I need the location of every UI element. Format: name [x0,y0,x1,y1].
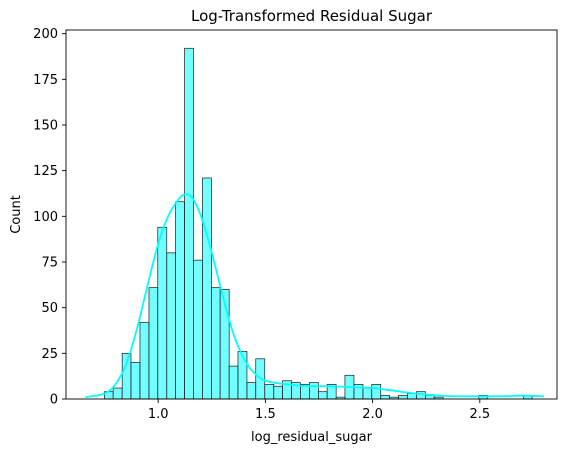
histogram-bar [362,387,373,400]
y-tick-label: 175 [33,73,58,88]
histogram-bar [157,226,168,400]
histogram-bar [371,384,382,400]
x-axis-label: log_residual_sugar [251,430,373,445]
histogram-bar [193,259,203,400]
histogram-bar [237,351,248,400]
plot-frame [65,29,558,400]
histogram-bar [121,352,132,400]
histogram-bar [318,391,328,400]
chart-title: Log-Transformed Residual Sugar [191,7,433,25]
bars-group [104,47,533,400]
histogram-bar [175,201,185,400]
histogram-bar [264,384,275,400]
histogram-bar [184,47,194,400]
histogram-bar [380,394,390,400]
x-tick-label: 1.5 [255,407,276,422]
y-tick-label: 25 [41,347,58,362]
y-tick-label: 0 [50,393,58,408]
y-tick-label: 50 [41,301,58,316]
y-tick-label: 100 [33,210,58,225]
histogram-bar [139,321,150,400]
histogram-bar [202,177,212,400]
y-axis-label: Count [9,195,24,234]
y-tick-label: 125 [33,164,58,179]
x-axis-ticks: 1.0 1.5 2.0 2.5 [148,399,490,422]
histogram-bar [166,252,176,400]
x-tick-label: 2.5 [469,407,490,422]
kde-curve [85,193,545,399]
y-tick-label: 150 [33,118,58,133]
histogram-bar [228,365,239,400]
histogram-bar [273,385,283,400]
histogram-bar [309,382,319,400]
histogram-bar [246,382,257,400]
histogram-bar [415,391,426,400]
histogram-bar [211,287,221,400]
histogram-bar [398,394,408,400]
histogram-bar [130,362,141,400]
x-tick-label: 2.0 [362,407,383,422]
histogram-bar [112,387,123,400]
y-axis-ticks: 0 25 50 75 100 125 150 175 200 [33,27,66,408]
x-tick-label: 1.0 [148,407,169,422]
histogram-bar [148,287,159,400]
y-tick-label: 75 [41,255,58,270]
y-tick-label: 200 [33,27,58,42]
